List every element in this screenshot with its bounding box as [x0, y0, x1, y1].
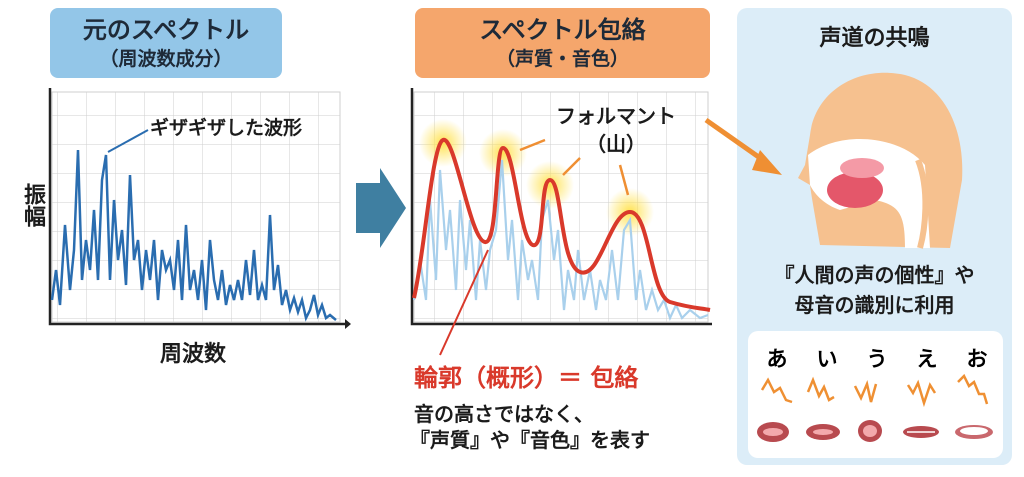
header-title: 元のスペクトル: [82, 16, 250, 44]
y-axis-label: 振幅: [20, 183, 45, 227]
spectrum-line: [50, 149, 337, 322]
spectrum-line-faded: [412, 159, 709, 321]
original-spectrum-chart: [48, 88, 351, 329]
envelope-curve: [412, 137, 711, 312]
vowel-waveforms: [760, 373, 989, 408]
head-illustration: [798, 72, 963, 249]
envelope-label: 輪郭（概形）＝ 包絡: [414, 364, 639, 392]
jagged-waveform-label: ギザギザした波形: [150, 117, 303, 139]
vocal-tract-title: 声道の共鳴: [819, 26, 930, 51]
vocal-tract-desc: 『人間の声の個性』や 母音の識別に利用: [737, 260, 1012, 320]
header-subtitle: （周波数成分）: [99, 48, 233, 70]
transform-arrow-icon: [356, 168, 406, 248]
header-subtitle: （声質・音色）: [495, 48, 629, 70]
vowel-e: え: [916, 347, 938, 371]
original-spectrum-header: 元のスペクトル （周波数成分）: [50, 8, 282, 78]
envelope-desc-2: 『声質』や『音色』を表す: [410, 428, 650, 452]
envelope-chart: [410, 88, 782, 356]
x-axis-label: 周波数: [160, 342, 227, 367]
vowel-row: あ い う え お: [752, 343, 1002, 373]
envelope-header: スペクトル包絡 （声質・音色）: [415, 8, 710, 78]
formant-label: フォルマント （山）: [556, 102, 676, 158]
lips-icons: [757, 420, 993, 442]
formant-title: フォルマント: [556, 104, 676, 128]
vowel-o: お: [966, 347, 988, 371]
header-title: スペクトル包絡: [479, 16, 646, 44]
desc-line-1: 『人間の声の個性』や: [774, 263, 975, 287]
desc-line-2: 母音の識別に利用: [794, 293, 955, 317]
vowel-i: い: [816, 347, 838, 371]
formant-subtitle: （山）: [586, 132, 646, 156]
vowel-a: あ: [766, 347, 788, 371]
envelope-desc-1: 音の高さではなく、: [414, 402, 594, 426]
vowel-u: う: [866, 347, 888, 371]
